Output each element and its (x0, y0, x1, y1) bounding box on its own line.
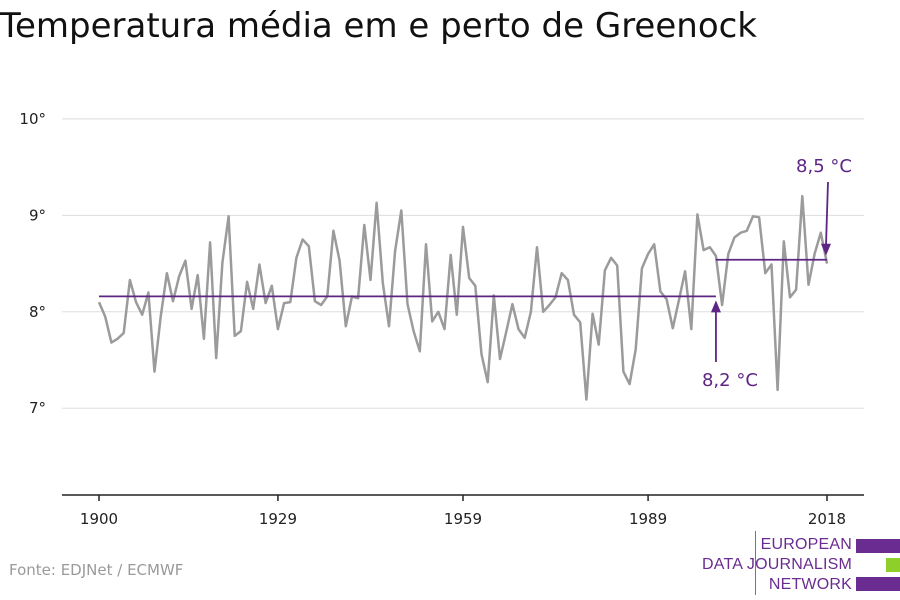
annotation-arrow-shaft-high (825, 181, 829, 246)
logo-line-data-journalism: DATA JOURNALISM (702, 556, 852, 573)
y-tick-label: 9° (29, 206, 46, 224)
logo-bar-middle (886, 558, 900, 572)
edjnet-logo: EUROPEAN DATA JOURNALISM NETWORK (680, 531, 900, 595)
logo-line-network: NETWORK (768, 576, 852, 593)
y-tick-label: 7° (29, 399, 46, 417)
y-tick-label: 10° (19, 110, 46, 128)
x-tick-label: 1959 (444, 510, 482, 528)
chart-title: Temperatura média em e perto de Greenock (0, 6, 757, 46)
temperature-series-line (97, 194, 829, 401)
y-tick-label: 8° (29, 303, 46, 321)
annotation-label-low: 8,2 °C (702, 370, 758, 391)
x-tick-label: 1989 (629, 510, 667, 528)
x-tick-label: 1900 (80, 510, 118, 528)
annotation-arrowhead-high (820, 243, 831, 256)
logo-bar-top (856, 539, 900, 553)
logo-divider (755, 531, 756, 595)
x-tick-label: 2018 (808, 510, 846, 528)
annotation-arrowhead-low (710, 300, 721, 313)
logo-line-european: EUROPEAN (760, 536, 852, 553)
x-tick-label: 1929 (259, 510, 297, 528)
annotation-label-high: 8,5 °C (796, 156, 852, 177)
source-note: Fonte: EDJNet / ECMWF (9, 561, 184, 579)
logo-bar-bottom (856, 577, 900, 591)
